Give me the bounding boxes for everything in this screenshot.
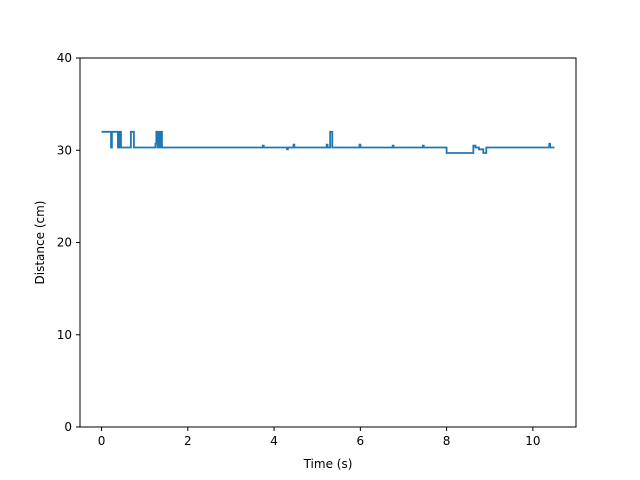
x-tick-label: 0	[98, 434, 106, 448]
x-axis-ticks: 0 2 4 6 8 10	[98, 427, 541, 448]
y-tick-label: 0	[64, 420, 72, 434]
plot-area	[80, 58, 576, 427]
x-tick-label: 2	[184, 434, 192, 448]
plot-frame	[79, 57, 577, 428]
x-tick-label: 6	[357, 434, 365, 448]
y-axis-ticks: 0 10 20 30 40	[57, 51, 80, 434]
y-tick-label: 30	[57, 143, 72, 157]
x-tick-label: 4	[270, 434, 278, 448]
y-tick-label: 20	[57, 236, 72, 250]
x-tick-label: 8	[443, 434, 451, 448]
x-tick-label: 10	[525, 434, 540, 448]
series-line	[101, 130, 555, 154]
y-tick-label: 10	[57, 328, 72, 342]
y-tick-label: 40	[57, 51, 72, 65]
y-axis-label: Distance (cm)	[33, 201, 47, 285]
x-axis-label: Time (s)	[303, 457, 353, 471]
